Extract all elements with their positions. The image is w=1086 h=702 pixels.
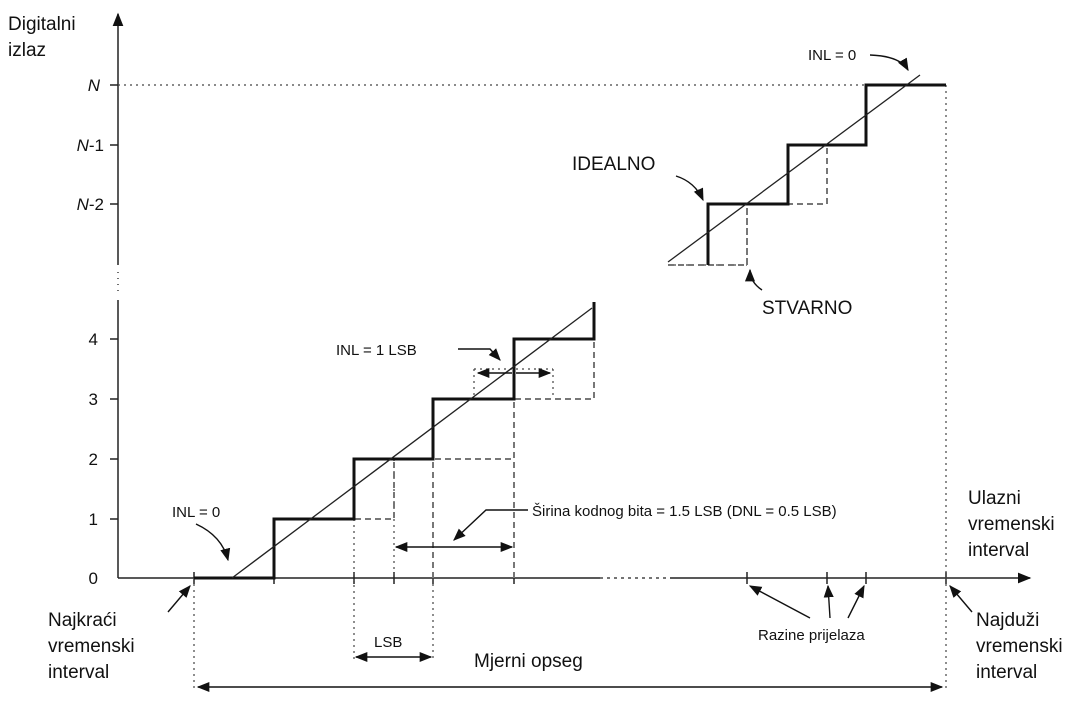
y-tick-n-1: N-1 [77,136,104,155]
najkraci-line2: vremenski [48,636,135,657]
x-axis-title-line2: vremenski [968,514,1055,535]
y-axis-title-line1: Digitalni [8,14,76,35]
y-tick-n-2: N-2 [77,195,104,214]
y-tick-labels: 0 1 2 3 4 N-2 N-1 N [77,76,104,588]
najduzi-line1: Najduži [976,610,1039,631]
y-axis-title-line2: izlaz [8,40,46,61]
y-tick-n: N [88,76,101,95]
najkraci-line1: Najkraći [48,610,117,631]
lsb-label: LSB [374,634,402,651]
razine-prijelaza-label: Razine prijelaza [758,627,865,644]
y-tick-2: 2 [89,450,98,469]
najduzi-line2: vremenski [976,636,1063,657]
inl-zero-bottom-label: INL = 0 [172,504,220,521]
code-width-label: Širina kodnog bita = 1.5 LSB (DNL = 0.5 … [532,503,837,520]
ideal-staircase [194,83,946,580]
inl-zero-top-label: INL = 0 [808,47,856,64]
y-ticks-bottom [110,84,118,520]
y-tick-1: 1 [89,510,98,529]
x-axis-title-line1: Ulazni [968,488,1021,509]
actual-staircase [194,85,867,579]
inl-one-lsb-label: INL = 1 LSB [336,342,417,359]
annotation-arrows [167,54,973,693]
mjerni-opseg-label: Mjerni opseg [474,651,583,672]
y-tick-0: 0 [89,569,98,588]
x-axis-title-line3: interval [968,540,1029,561]
idealno-label: IDEALNO [572,154,655,175]
guide-lines [118,84,947,690]
stvarno-label: STVARNO [762,298,852,319]
y-tick-4: 4 [89,330,98,349]
ideal-transfer-line [231,74,921,579]
najduzi-line3: interval [976,662,1037,683]
najkraci-line3: interval [48,662,109,683]
y-tick-3: 3 [89,390,98,409]
